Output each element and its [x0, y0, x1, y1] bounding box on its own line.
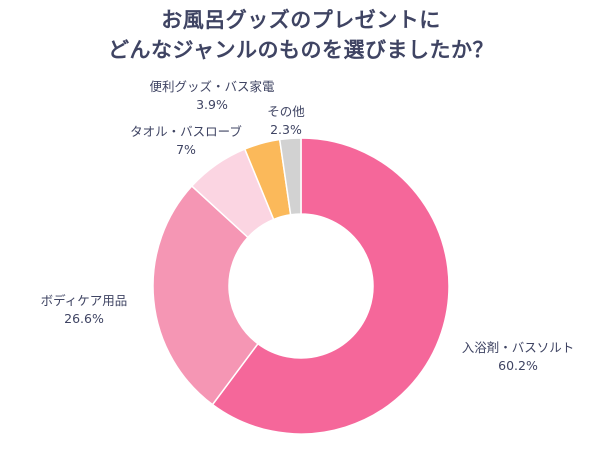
- slice-value-towel-bathrobe: 7%: [176, 142, 196, 157]
- slice-value-other: 2.3%: [270, 122, 302, 137]
- slice-value-bath-salt: 60.2%: [498, 358, 538, 373]
- slice-other: [278, 137, 302, 216]
- slice-label-bath-gadget: 便利グッズ・バス家電: [149, 79, 275, 94]
- donut-labels: 入浴剤・バスソルト 60.2% ボディケア用品 26.6% タオル・バスローブ 7% 便利グ…: [41, 79, 575, 373]
- donut-slices: [152, 137, 450, 435]
- slice-value-body-care: 26.6%: [64, 311, 104, 326]
- slice-body-care: [152, 184, 260, 406]
- slice-label-towel-bathrobe: タオル・バスローブ: [130, 124, 242, 139]
- chart-title-line-2: どんなジャンルのものを選びましたか？: [108, 38, 494, 62]
- slice-value-bath-gadget: 3.9%: [196, 97, 228, 112]
- chart-title-line-1: お風呂グッズのプレゼントに: [161, 8, 441, 32]
- slice-label-other: その他: [267, 104, 305, 119]
- slice-label-body-care: ボディケア用品: [41, 293, 128, 308]
- slice-bath-salt: [211, 137, 450, 435]
- slice-label-bath-salt: 入浴剤・バスソルト: [462, 340, 575, 355]
